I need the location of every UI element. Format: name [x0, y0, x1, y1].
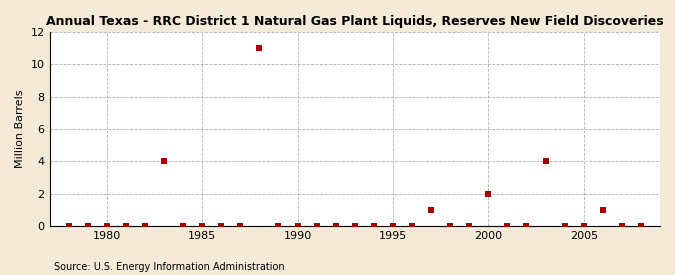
- Text: Source: U.S. Energy Information Administration: Source: U.S. Energy Information Administ…: [54, 262, 285, 272]
- Point: [216, 224, 227, 228]
- Point: [369, 224, 379, 228]
- Point: [292, 224, 303, 228]
- Point: [597, 208, 608, 212]
- Point: [311, 224, 322, 228]
- Point: [426, 208, 437, 212]
- Point: [101, 224, 112, 228]
- Point: [559, 224, 570, 228]
- Point: [63, 224, 74, 228]
- Point: [196, 224, 207, 228]
- Point: [636, 224, 647, 228]
- Point: [616, 224, 627, 228]
- Point: [120, 224, 131, 228]
- Title: Annual Texas - RRC District 1 Natural Gas Plant Liquids, Reserves New Field Disc: Annual Texas - RRC District 1 Natural Ga…: [46, 15, 664, 28]
- Point: [82, 224, 93, 228]
- Point: [502, 224, 513, 228]
- Point: [159, 159, 169, 163]
- Point: [521, 224, 532, 228]
- Y-axis label: Million Barrels: Million Barrels: [15, 90, 25, 168]
- Point: [350, 224, 360, 228]
- Point: [483, 191, 493, 196]
- Point: [178, 224, 188, 228]
- Point: [330, 224, 341, 228]
- Point: [540, 159, 551, 163]
- Point: [140, 224, 151, 228]
- Point: [464, 224, 475, 228]
- Point: [406, 224, 417, 228]
- Point: [235, 224, 246, 228]
- Point: [387, 224, 398, 228]
- Point: [445, 224, 456, 228]
- Point: [254, 46, 265, 50]
- Point: [273, 224, 284, 228]
- Point: [578, 224, 589, 228]
